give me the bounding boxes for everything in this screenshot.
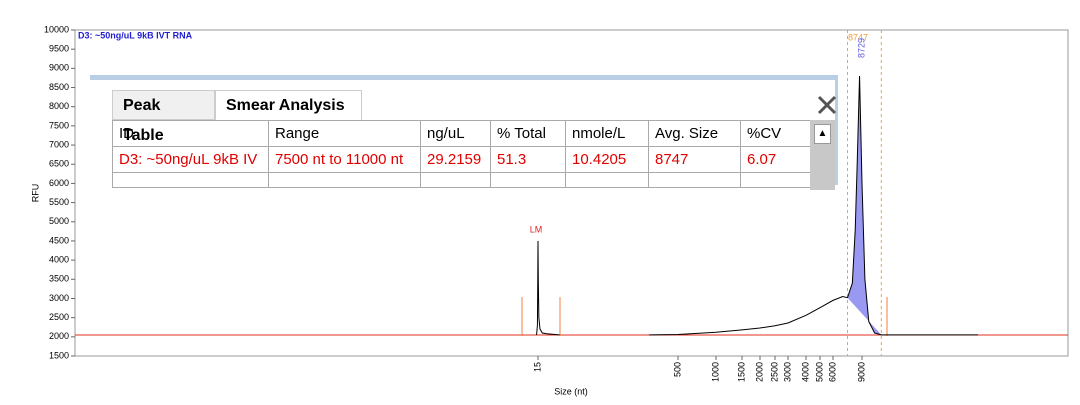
table-cell: [268, 172, 421, 188]
column-header: ID: [112, 120, 269, 147]
y-axis-label: RFU: [30, 184, 40, 203]
table-cell: [112, 172, 269, 188]
peak-label: LM: [530, 224, 543, 234]
x-tick-label: 4000: [800, 362, 810, 382]
column-header: ng/uL: [420, 120, 491, 147]
table-cell: 51.3: [490, 146, 566, 173]
y-tick-label: 2500: [49, 312, 69, 322]
y-tick-label: 5500: [49, 197, 69, 207]
y-tick-label: 10000: [44, 24, 69, 34]
trace: [536, 76, 978, 336]
table-row: D3: ~50ng/uL 9kB IV 7500 nt to 11000 nt 29…: [112, 146, 811, 173]
x-tick-label: 1500: [736, 362, 746, 382]
peak-label: 8747: [848, 32, 868, 42]
y-tick-label: 6000: [49, 178, 69, 188]
y-tick-label: 8000: [49, 101, 69, 111]
scrollbar[interactable]: ▲: [810, 120, 835, 190]
column-header: Range: [268, 120, 421, 147]
plot-frame: [74, 29, 1069, 357]
y-tick-label: 4000: [49, 254, 69, 264]
x-tick-label: 9000: [856, 362, 866, 382]
table-cell: [420, 172, 491, 188]
x-tick-label: 6000: [827, 362, 837, 382]
y-tick-label: 4500: [49, 235, 69, 245]
chart-title: D3: ~50ng/uL 9kB IVT RNA: [78, 30, 193, 40]
x-tick-label: 2000: [754, 362, 764, 382]
y-tick-label: 1500: [49, 350, 69, 360]
y-tick-label: 2000: [49, 331, 69, 341]
peak-label: 8729: [856, 38, 866, 58]
x-tick-label: 5000: [814, 362, 824, 382]
table-cell: [740, 172, 811, 188]
table-cell: 7500 nt to 11000 nt: [268, 146, 421, 173]
tab[interactable]: Smear Analysis: [215, 90, 362, 120]
x-tick-label: 2500: [769, 362, 779, 382]
table-cell: [565, 172, 649, 188]
y-tick-label: 7000: [49, 139, 69, 149]
smear-table: ID Range ng/uL% Total nmole/L Avg. Size %CV D3…: [112, 120, 811, 188]
column-header: %CV: [740, 120, 811, 147]
x-tick-label: 15: [532, 362, 542, 372]
column-header: nmole/L: [565, 120, 649, 147]
x-tick-label: 500: [672, 362, 682, 377]
table-cell: [648, 172, 741, 188]
empty-row: [112, 172, 811, 188]
settings-icon[interactable]: [816, 94, 838, 116]
y-tick-label: 6500: [49, 159, 69, 169]
y-tick-label: 8500: [49, 82, 69, 92]
smear-panel: Peak Table Smear Analysis ID Range ng/uL% …: [90, 75, 838, 190]
table-cell: [490, 172, 566, 188]
y-tick-label: 7500: [49, 120, 69, 130]
y-tick-label: 9000: [49, 63, 69, 73]
table-cell: 8747: [648, 146, 741, 173]
y-tick-label: 9500: [49, 44, 69, 54]
y-tick-label: 3500: [49, 274, 69, 284]
x-tick-label: 3000: [782, 362, 792, 382]
table-cell: 10.4205: [565, 146, 649, 173]
table-cell: 29.2159: [420, 146, 491, 173]
smear-area: [847, 76, 882, 335]
table-cell: 6.07: [740, 146, 811, 173]
x-axis-label: Size (nt): [554, 386, 588, 396]
y-tick-label: 5000: [49, 216, 69, 226]
header-row: ID Range ng/uL% Total nmole/L Avg. Size %CV: [112, 120, 811, 147]
tab[interactable]: Peak Table: [112, 90, 215, 144]
table-cell: D3: ~50ng/uL 9kB IV: [112, 146, 269, 173]
x-tick-label: 1000: [710, 362, 720, 382]
column-header: % Total: [490, 120, 566, 147]
column-header: Avg. Size: [648, 120, 741, 147]
y-tick-label: 3000: [49, 293, 69, 303]
